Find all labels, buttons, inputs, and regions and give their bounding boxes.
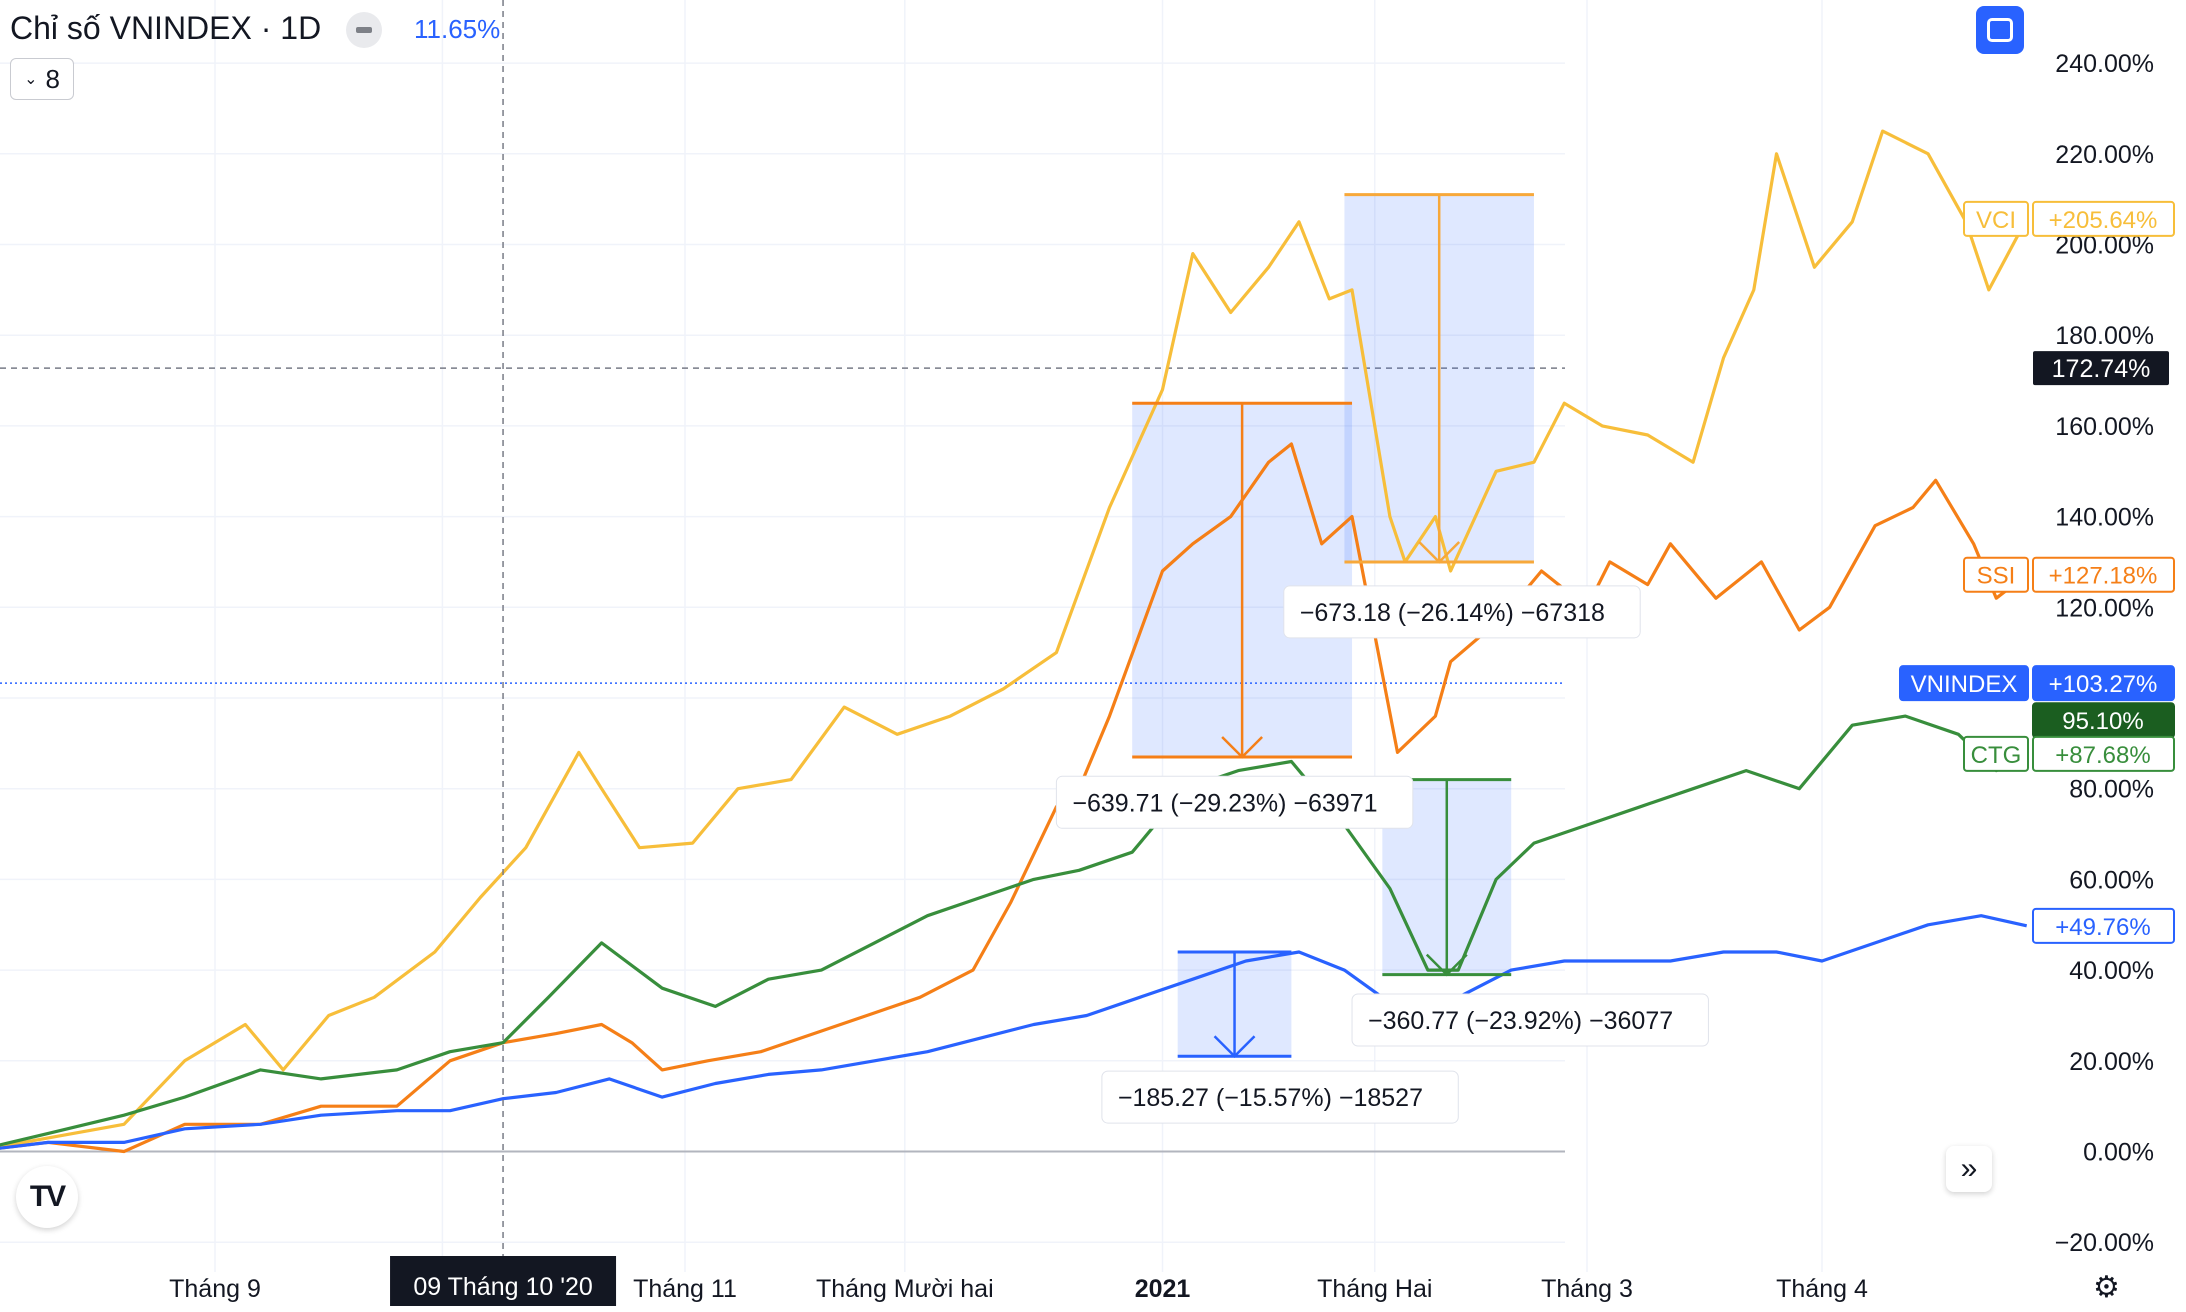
series-name-label: CTG: [1971, 742, 2022, 769]
y-tick-label: 0.00%: [2083, 1139, 2154, 1167]
y-tick-label: 180.00%: [2055, 322, 2154, 350]
series-name-label: VNINDEX: [1911, 671, 2018, 698]
series-name-box: [1963, 200, 2029, 237]
chart-title: Chỉ số VNINDEX · 1D: [10, 10, 322, 46]
y-tick-label: 160.00%: [2055, 413, 2154, 441]
minimize-button[interactable]: [346, 12, 382, 48]
change-percent: 11.65%: [414, 14, 501, 44]
x-axis: Tháng 9 Tháng 11 Tháng Mười hai 2021 Tháng H…: [169, 1275, 1868, 1303]
y-axis: −20.00% 0.00% 20.00% 40.00% 60.00% 80.00% 120.…: [2055, 50, 2154, 1257]
value-label: +103.27%: [2049, 671, 2158, 698]
price-scale-labels: 172.74% VCI +205.64% SSI +127.18% VNINDEX +103…: [1899, 200, 2175, 944]
series-name-label: VCI: [1976, 207, 2016, 234]
measure-label-box: [1283, 585, 1641, 639]
double-chevron-right-icon: »: [1960, 1152, 1978, 1185]
series-line-ctg: [0, 714, 2028, 1147]
indicators-toggle-button[interactable]: ⌄ 8: [10, 58, 74, 100]
measure-arrow-head: [1425, 953, 1468, 977]
value-label-box: [2032, 200, 2175, 237]
measure-label-box: [1351, 993, 1709, 1047]
measure-label: −639.71 (−29.23%) −63971: [1072, 789, 1377, 817]
value-label: +87.68%: [2055, 742, 2150, 769]
tradingview-logo-icon[interactable]: TV: [16, 1166, 78, 1228]
series-name-box: [1963, 735, 2029, 772]
x-tick-label: Tháng 3: [1541, 1275, 1633, 1303]
y-tick-label: 220.00%: [2055, 141, 2154, 169]
value-label: +49.76%: [2055, 914, 2150, 941]
y-tick-label: 40.00%: [2069, 957, 2154, 985]
measure-arrow-head: [1418, 541, 1461, 564]
reference-lines: [0, 367, 1565, 1153]
measure-label-box: [1055, 775, 1414, 829]
minus-icon: [356, 27, 372, 33]
chevron-down-icon: ⌄: [24, 71, 38, 88]
grid: [0, 0, 1823, 1272]
series-lines: [0, 129, 2029, 1154]
series-name-box: [1899, 665, 2029, 702]
x-tick-label: Tháng Hai: [1317, 1275, 1432, 1303]
value-label-box: [2032, 665, 2175, 702]
x-tick-label: 2021: [1135, 1275, 1191, 1303]
price-label-box: [2033, 351, 2169, 386]
x-tick-label: Tháng 9: [169, 1275, 261, 1303]
measure-label: −673.18 (−26.14%) −67318: [1300, 599, 1605, 627]
scroll-to-realtime-button[interactable]: »: [1946, 1146, 1992, 1192]
measure-arrow-head: [1213, 1035, 1256, 1059]
value-label: 95.10%: [2062, 708, 2143, 735]
measure-label: −360.77 (−23.92%) −36077: [1368, 1007, 1673, 1035]
value-label: +127.18%: [2049, 563, 2158, 590]
crosshair: 09 Tháng 10 '20: [390, 0, 617, 1306]
series-name-box: [1963, 556, 2029, 593]
y-tick-label: 120.00%: [2055, 594, 2154, 622]
crosshair-date-label: 09 Tháng 10 '20: [413, 1273, 592, 1301]
y-tick-label: −20.00%: [2055, 1229, 2154, 1257]
value-label: +205.64%: [2049, 207, 2158, 234]
y-tick-label: 240.00%: [2055, 50, 2154, 78]
measure-label: −185.27 (−15.57%) −18527: [1118, 1084, 1423, 1112]
value-label-box: [2032, 735, 2175, 772]
x-tick-label: Tháng 4: [1776, 1275, 1868, 1303]
fullscreen-icon: [1987, 18, 2013, 42]
y-tick-label: 80.00%: [2069, 776, 2154, 804]
measure-label-box: [1101, 1070, 1459, 1124]
crosshair-date-box: [390, 1256, 617, 1306]
series-line-vnindex: [0, 914, 2028, 1150]
series-line-vci: [0, 129, 2029, 1149]
value-label-box: [2032, 556, 2175, 593]
indicator-count: 8: [45, 63, 60, 94]
measure-labels: −673.18 (−26.14%) −67318 −639.71 (−29.23%…: [1055, 585, 1709, 1124]
value-label-box: [2032, 907, 2175, 944]
fullscreen-button[interactable]: [1976, 6, 2024, 54]
measure-arrow-head: [1221, 736, 1263, 759]
x-tick-label: Tháng 11: [633, 1275, 737, 1303]
series-name-label: SSI: [1977, 563, 2016, 590]
y-tick-label: 140.00%: [2055, 504, 2154, 532]
x-tick-label: Tháng Mười hai: [816, 1275, 994, 1303]
crosshair-price-label: 172.74%: [2052, 355, 2151, 383]
settings-gear-icon[interactable]: ⚙: [2093, 1271, 2120, 1304]
y-tick-label: 20.00%: [2069, 1048, 2154, 1076]
y-tick-label: 60.00%: [2069, 866, 2154, 894]
